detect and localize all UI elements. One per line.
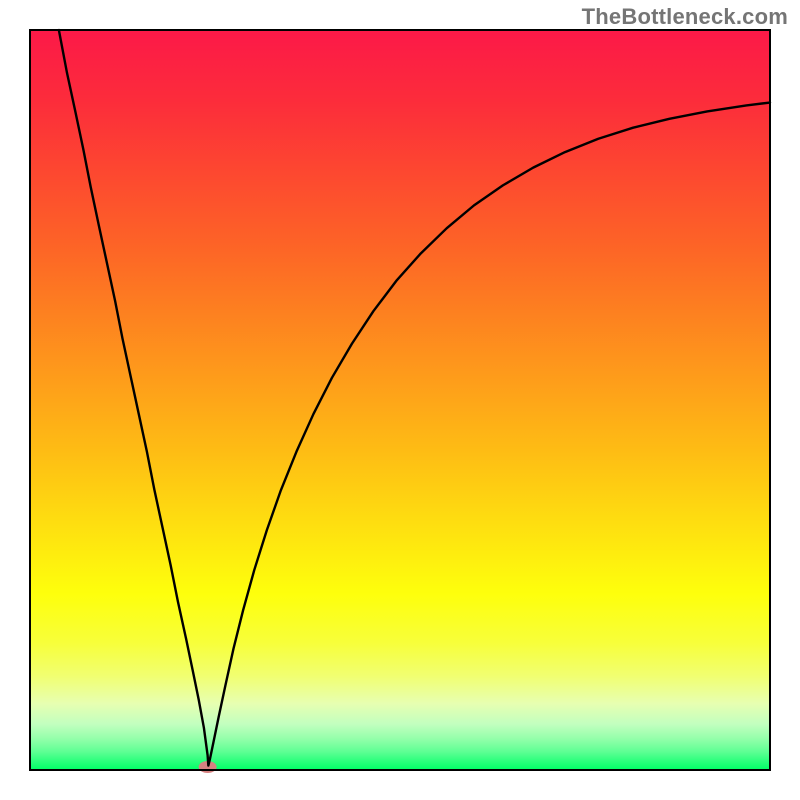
- chart-container: { "attribution": "TheBottleneck.com", "c…: [0, 0, 800, 800]
- bottleneck-chart: [0, 0, 800, 800]
- attribution-label: TheBottleneck.com: [582, 4, 788, 30]
- plot-background: [30, 30, 770, 770]
